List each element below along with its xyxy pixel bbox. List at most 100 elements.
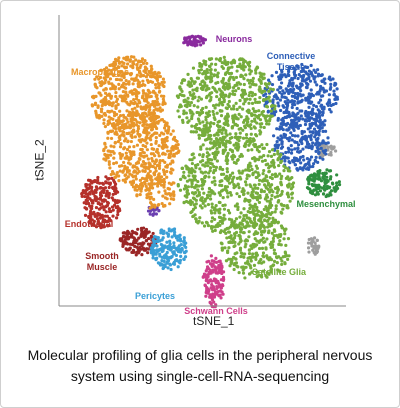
cluster-point	[149, 138, 153, 142]
cluster-point	[262, 240, 266, 244]
cluster-point	[110, 205, 115, 209]
cluster-point	[154, 94, 159, 98]
cluster-point	[165, 145, 169, 149]
cluster-point	[233, 224, 237, 228]
cluster-point	[272, 259, 277, 263]
cluster-point	[119, 142, 123, 146]
cluster-point	[296, 65, 300, 69]
cluster-point	[206, 291, 210, 295]
cluster-point	[168, 263, 172, 267]
cluster-point	[136, 129, 140, 133]
minor-cluster	[329, 144, 333, 148]
cluster-point	[312, 103, 316, 107]
cluster-point	[184, 38, 188, 42]
cluster-point	[88, 178, 92, 183]
cluster-point	[242, 120, 246, 124]
cluster-point	[103, 141, 107, 145]
cluster-point	[309, 116, 314, 120]
cluster-point	[260, 220, 264, 225]
cluster-point	[321, 94, 325, 98]
cluster-point	[267, 166, 271, 170]
cluster-point	[129, 154, 133, 158]
cluster-point	[203, 127, 207, 131]
cluster-point	[163, 123, 167, 127]
cluster-point	[210, 211, 214, 215]
cluster-point	[167, 153, 171, 157]
cluster-point	[280, 262, 284, 267]
cluster-point	[92, 179, 96, 183]
cluster-point	[265, 114, 269, 118]
cluster-point	[115, 97, 119, 101]
cluster-point	[125, 166, 129, 170]
minor-cluster	[309, 237, 314, 241]
cluster-point	[301, 135, 305, 139]
cluster-point	[201, 106, 205, 111]
cluster-point	[279, 159, 284, 163]
minor-cluster	[315, 238, 319, 242]
cluster-point	[258, 129, 262, 133]
cluster-point	[321, 157, 325, 161]
cluster-point	[105, 69, 109, 74]
cluster-point	[266, 231, 271, 235]
cluster-point	[191, 174, 195, 178]
cluster-point	[280, 95, 284, 99]
cluster-point	[278, 90, 282, 94]
cluster-point	[332, 186, 337, 190]
cluster-point	[269, 245, 273, 250]
cluster-point	[335, 181, 339, 185]
cluster-point	[162, 183, 166, 187]
cluster-point	[190, 161, 194, 166]
cluster-point	[218, 165, 222, 169]
cluster-point	[227, 246, 231, 250]
cluster-point	[234, 75, 239, 80]
cluster-point	[275, 174, 279, 178]
cluster-point	[155, 248, 159, 252]
cluster-point	[235, 202, 239, 206]
cluster-point	[108, 181, 113, 185]
cluster-point	[299, 155, 303, 160]
cluster-point	[321, 129, 325, 133]
cluster-point	[241, 252, 245, 256]
cluster-point	[164, 165, 168, 169]
cluster-point	[143, 169, 147, 173]
cluster-point	[160, 179, 164, 184]
cluster-point	[250, 148, 254, 152]
cluster-point	[270, 176, 274, 181]
minor-cluster	[148, 209, 153, 213]
cluster-point	[151, 231, 155, 236]
cluster-point	[226, 195, 230, 199]
cluster-point	[117, 87, 121, 91]
cluster-point	[281, 127, 285, 132]
cluster-point	[169, 267, 173, 272]
cluster-point	[279, 181, 283, 186]
cluster-point	[219, 278, 224, 282]
cluster-point	[251, 252, 255, 256]
cluster-point	[328, 107, 332, 112]
cluster-point	[106, 201, 110, 205]
cluster-point	[263, 158, 267, 163]
cluster-point	[286, 121, 290, 126]
cluster-point	[198, 153, 202, 157]
cluster-point	[83, 213, 88, 217]
cluster-point	[200, 206, 204, 210]
cluster-point	[250, 210, 254, 214]
cluster-point	[99, 68, 104, 72]
cluster-label: Neurons	[215, 34, 253, 44]
cluster-point	[252, 156, 256, 160]
cluster-point	[128, 126, 132, 130]
cluster-point	[287, 147, 291, 151]
cluster-point	[204, 118, 208, 122]
cluster-point	[141, 143, 145, 148]
cluster-point	[276, 158, 280, 162]
cluster-point	[305, 72, 309, 76]
cluster-point	[119, 85, 124, 89]
cluster-point	[160, 263, 164, 267]
cluster-point	[232, 143, 236, 147]
cluster-point	[144, 239, 148, 243]
cluster-point	[151, 256, 155, 260]
cluster-point	[235, 251, 239, 255]
cluster-point	[318, 118, 322, 122]
cluster-point	[240, 154, 244, 158]
cluster-point	[216, 150, 220, 154]
cluster-point	[191, 88, 195, 92]
